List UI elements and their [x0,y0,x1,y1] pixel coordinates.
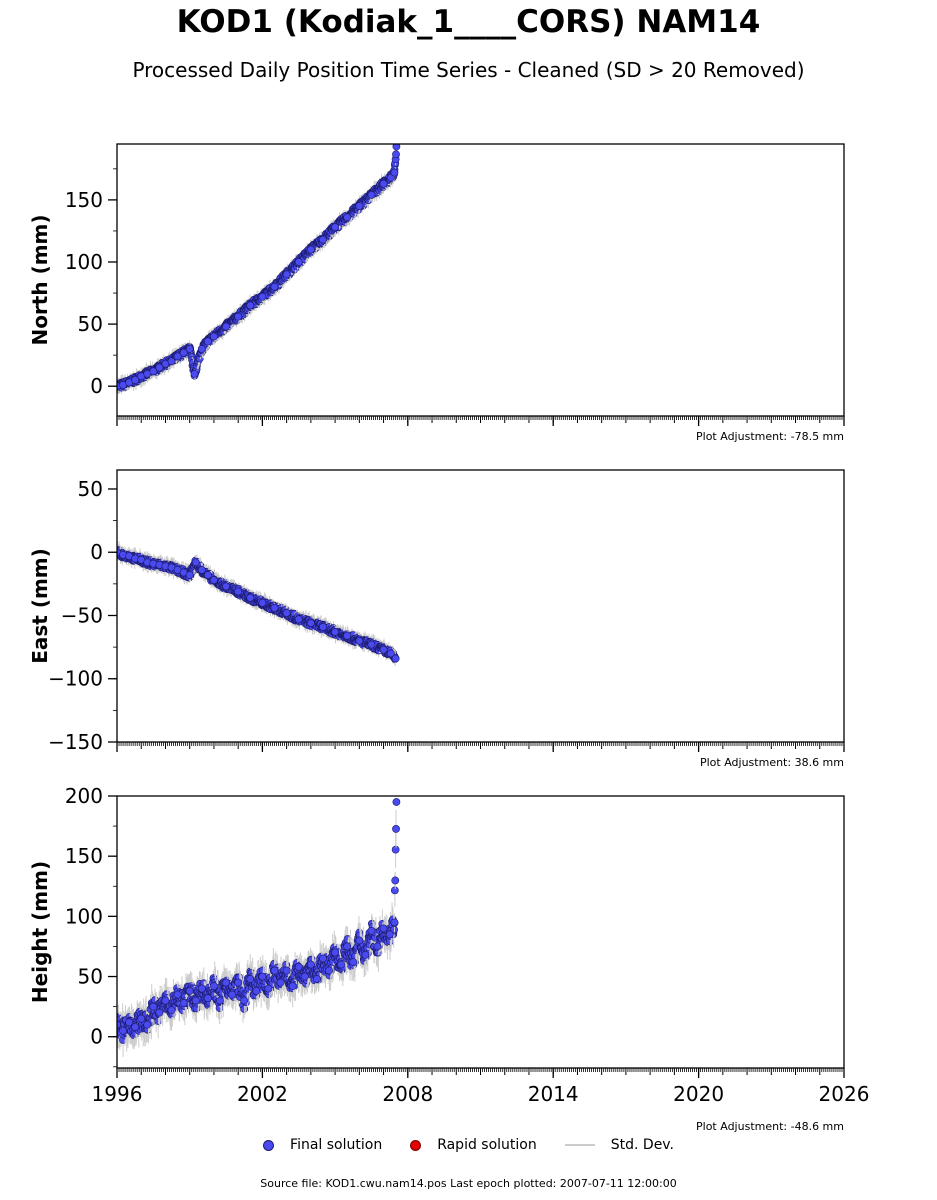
data-point-0-21 [270,603,279,612]
y-tick-label: 150 [65,188,103,212]
y-axis-label: North (mm) [28,214,52,345]
data-point-0-6 [149,367,158,376]
plot-frame [116,143,845,417]
panel-1: −150 −100 −50 0 50 East (mm) Plot Adjustment: … [28,469,845,769]
data-point-0-3 [131,376,140,384]
data-point-0-21 [270,282,279,291]
data-point-0-22 [282,270,291,279]
data-point-0-30 [379,179,388,188]
data-point-0-16 [210,332,218,341]
panel-0: 0 50 100 150 North (mm) Plot Adjustment: -78.… [28,143,845,443]
data-point-0-26 [331,628,339,636]
data-point-0-16 [210,576,218,584]
data-point-0-23 [294,615,303,624]
panel-data-layer [117,541,400,667]
data-point-0-25 [319,235,327,244]
data-point [392,150,400,159]
data-point-0-22 [282,609,291,617]
data-point-0-14 [197,345,206,353]
data-point-0-12 [185,571,194,579]
data-point-0-14 [197,566,206,574]
data-point-0-12 [185,345,194,353]
data-point-0-32 [390,168,399,177]
data-point-0-15 [203,571,212,579]
data-point-0-9 [167,357,176,366]
y-tick-label: 0 [90,374,103,398]
data-point-0-27 [343,631,352,640]
panel-2: 1996 2002 2008 2014 2020 2026050100150200Heig… [28,784,869,1133]
plot-frame [116,469,845,743]
chart-title: KOD1 (Kodiak_1____CORS) NAM14 [176,4,761,40]
chart-subtitle: Processed Daily Position Time Series - C… [132,58,805,82]
data-point-0-33 [392,144,401,151]
data-point-0-10 [173,352,182,361]
data-point-0-19 [246,593,255,602]
data-point-0-32 [391,654,400,663]
data-point-0-11 [179,348,188,357]
data-point-0-7 [155,363,164,372]
data-point-0-27 [343,213,352,222]
data-point-0-15 [203,337,212,346]
plot-adjustment-note: Plot Adjustment: 38.6 mm [700,756,844,769]
panel-data-layer [117,798,401,1057]
plot-adjustment-note: Plot Adjustment: -78.5 mm [696,430,844,443]
data-point-0-28 [355,636,364,645]
data-point-0-19 [246,301,255,310]
data-point-0-17 [222,322,230,331]
data-point-0-20 [258,598,267,607]
data-point-0-24 [306,619,315,627]
data-point-0-28 [355,202,364,211]
data-point-0-24 [306,245,315,254]
data-point-0-18 [234,312,243,321]
data-point-0-31 [386,649,395,658]
y-tick-label: 50 [78,477,103,501]
data-point-0-18 [234,587,243,596]
y-tick-label: 50 [78,312,103,336]
y-tick-label: 0 [90,540,103,564]
data-point-0-17 [222,582,230,591]
panel-data-layer [117,144,401,398]
data-point-0-29 [367,191,376,199]
data-point-0-13 [190,369,199,378]
y-tick-label: 100 [65,250,103,274]
data-point-0-20 [258,292,267,301]
data-point-0-25 [319,622,327,631]
y-axis-label: East (mm) [28,548,52,664]
data-point-0-13 [191,558,200,567]
y-tick-label: −100 [48,667,103,691]
y-tick-label: −150 [48,730,103,754]
data-point-0-29 [367,640,376,649]
data-point-0-23 [294,258,303,266]
data-point-0-30 [379,645,388,654]
data-point-0-26 [331,223,339,232]
y-tick-label: −50 [61,603,103,627]
